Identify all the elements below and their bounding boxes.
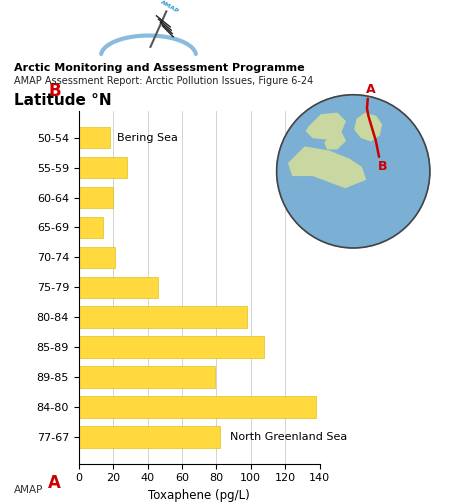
Text: AMAP Assessment Report: Arctic Pollution Issues, Figure 6-24: AMAP Assessment Report: Arctic Pollution… — [14, 76, 313, 86]
Polygon shape — [306, 113, 345, 139]
Circle shape — [277, 95, 430, 248]
Text: Arctic Monitoring and Assessment Programme: Arctic Monitoring and Assessment Program… — [14, 63, 304, 73]
Bar — [79, 396, 316, 418]
Bar — [79, 157, 127, 178]
Polygon shape — [355, 113, 382, 141]
Polygon shape — [325, 131, 345, 149]
Polygon shape — [289, 147, 365, 187]
Text: AMAP: AMAP — [14, 485, 43, 495]
Bar — [79, 426, 220, 448]
Text: B: B — [48, 82, 61, 100]
X-axis label: Toxaphene (pg/L): Toxaphene (pg/L) — [148, 489, 250, 502]
Text: North Greenland Sea: North Greenland Sea — [230, 432, 347, 442]
Text: A: A — [366, 83, 376, 96]
Bar — [79, 187, 113, 208]
Bar — [79, 277, 158, 298]
Bar — [79, 336, 265, 358]
Bar — [79, 217, 103, 238]
Text: Bering Sea: Bering Sea — [117, 133, 177, 143]
Text: Latitude °N: Latitude °N — [14, 93, 111, 108]
Bar — [79, 127, 110, 149]
Text: AMAP: AMAP — [159, 0, 180, 15]
Bar — [79, 306, 248, 328]
Bar — [79, 366, 215, 388]
Bar — [79, 246, 115, 268]
Text: B: B — [378, 160, 387, 173]
Text: A: A — [48, 474, 61, 492]
